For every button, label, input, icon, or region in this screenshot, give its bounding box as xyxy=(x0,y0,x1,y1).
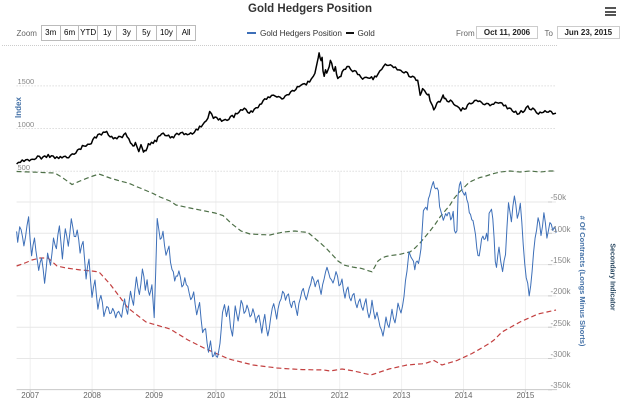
svg-text:# Of Contracts (Longs Minus Sh: # Of Contracts (Longs Minus Shorts) xyxy=(578,216,587,347)
svg-text:Index: Index xyxy=(14,97,23,118)
svg-text:Secondary Indicator: Secondary Indicator xyxy=(609,243,616,311)
